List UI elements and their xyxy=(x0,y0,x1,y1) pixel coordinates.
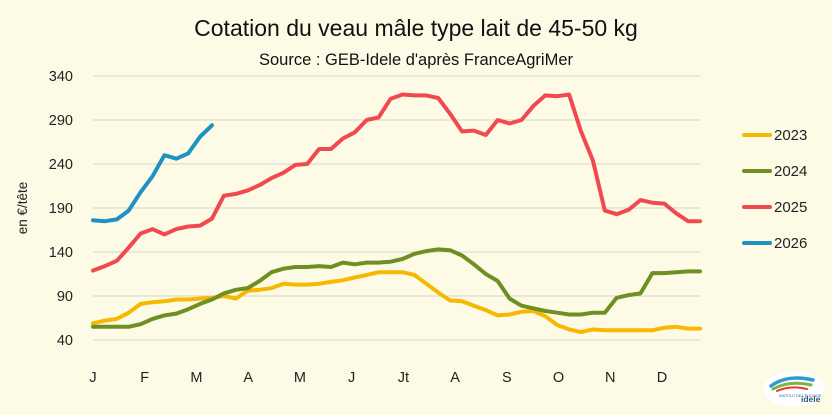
x-tick-label: O xyxy=(553,370,564,386)
y-axis-ticks: 40 90 140 190 240 290 340 xyxy=(49,69,73,349)
series-line-2023 xyxy=(91,270,702,335)
y-tick-label: 240 xyxy=(49,157,73,173)
legend-label-2025: 2025 xyxy=(774,199,807,216)
x-tick-label: A xyxy=(450,370,460,386)
x-tick-label: J xyxy=(348,370,355,386)
series-line-2024 xyxy=(91,247,702,329)
x-tick-label: A xyxy=(243,370,253,386)
y-tick-label: 190 xyxy=(49,201,73,217)
x-tick-label: D xyxy=(657,370,667,386)
y-tick-label: 40 xyxy=(57,333,73,349)
idele-logo: INSTITUT DE L'ÉLEVAGE idele xyxy=(763,370,825,408)
series-line-2026 xyxy=(91,123,214,224)
chart-subtitle: Source : GEB-Idele d'après FranceAgriMer xyxy=(259,51,574,69)
x-tick-label: N xyxy=(605,370,615,386)
legend-label-2023: 2023 xyxy=(774,127,807,144)
x-tick-label: Jt xyxy=(398,370,409,386)
x-tick-label: M xyxy=(190,370,202,386)
y-axis-label: en €/tête xyxy=(15,182,30,235)
y-tick-label: 290 xyxy=(49,113,73,129)
logo-brand-text: idele xyxy=(801,394,821,404)
x-tick-label: J xyxy=(89,370,96,386)
legend-label-2026: 2026 xyxy=(774,235,807,252)
x-tick-label: F xyxy=(140,370,149,386)
gridlines xyxy=(93,75,700,341)
x-tick-label: M xyxy=(294,370,306,386)
logo-small-text: INSTITUT DE L'ÉLEVAGE xyxy=(779,393,822,398)
series-lines xyxy=(91,92,702,335)
y-tick-label: 90 xyxy=(57,289,73,305)
y-tick-label: 140 xyxy=(49,245,73,261)
series-line-2025 xyxy=(91,92,702,273)
legend-label-2024: 2024 xyxy=(774,163,807,180)
chart-title: Cotation du veau mâle type lait de 45-50… xyxy=(194,15,638,41)
y-tick-label: 340 xyxy=(49,69,73,85)
x-axis-ticks: J F M A M J Jt A S O N D xyxy=(89,370,667,386)
legend: 2023 2024 2025 2026 xyxy=(742,127,807,252)
x-tick-label: S xyxy=(502,370,512,386)
